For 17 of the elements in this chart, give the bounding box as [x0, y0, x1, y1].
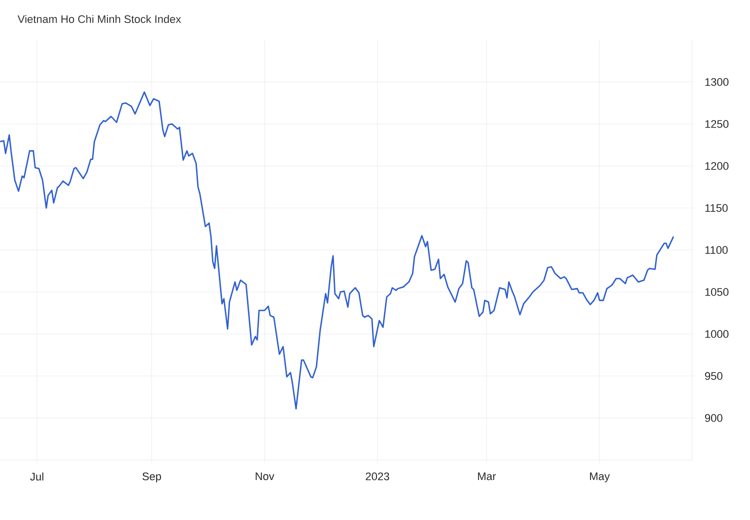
chart-title: Vietnam Ho Chi Minh Stock Index	[18, 14, 182, 24]
y-tick-label: 950	[705, 372, 722, 380]
y-tick-label: 1250	[705, 120, 728, 128]
y-tick-label: 1050	[705, 288, 728, 296]
x-tick-label: May	[590, 472, 610, 482]
y-tick-label: 1300	[705, 78, 728, 86]
x-tick-label: 2023	[366, 472, 390, 480]
x-tick-label: Sep	[142, 472, 162, 482]
x-tick-label: Mar	[478, 472, 496, 480]
line-series	[0, 91, 674, 410]
x-tick-label: Nov	[256, 472, 274, 480]
x-tick-label: Jul	[30, 472, 44, 481]
y-tick-label: 1200	[705, 162, 728, 170]
y-tick-label: 1150	[705, 204, 728, 212]
y-tick-label: 1100	[705, 246, 728, 254]
y-tick-label: 900	[705, 414, 722, 422]
y-tick-label: 1000	[705, 330, 728, 338]
